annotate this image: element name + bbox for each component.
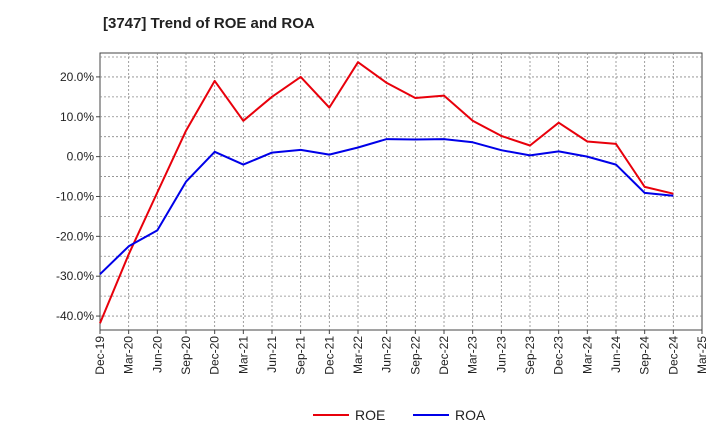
grid-layer <box>100 53 702 330</box>
x-tick-label: Sep-23 <box>523 336 537 375</box>
legend: ROE ROA <box>313 407 486 423</box>
x-axis: Dec-19 Mar-20 Jun-20 Sep-20 Dec-20 Mar-21 Jun-… <box>93 330 709 375</box>
x-tick-label: Sep-21 <box>294 336 308 375</box>
y-tick-label: -20.0% <box>56 229 94 243</box>
x-tick-label: Jun-24 <box>609 336 623 373</box>
x-tick-label: Mar-20 <box>122 336 136 374</box>
x-tick-label: Dec-19 <box>93 336 107 375</box>
x-tick-label: Dec-23 <box>552 336 566 375</box>
x-tick-label: Dec-24 <box>666 336 680 375</box>
x-tick-label: Dec-22 <box>437 336 451 375</box>
plot-area <box>99 52 703 331</box>
chart-title: [3747] Trend of ROE and ROA <box>103 15 315 32</box>
x-tick-label: Mar-24 <box>580 336 594 374</box>
y-tick-label: 0.0% <box>67 150 95 164</box>
x-tick-label: Jun-20 <box>150 336 164 373</box>
x-tick-label: Jun-21 <box>265 336 279 373</box>
series-layer <box>99 61 674 324</box>
x-tick-label: Sep-24 <box>638 336 652 375</box>
y-axis: 20.0% 10.0% 0.0% -10.0% -20.0% -30.0% -40.0% <box>56 70 100 323</box>
y-tick-label: 20.0% <box>60 70 94 84</box>
y-tick-label: -30.0% <box>56 269 94 283</box>
series-line-roe <box>99 61 674 324</box>
y-tick-label: 10.0% <box>60 110 94 124</box>
y-tick-label: -40.0% <box>56 309 94 323</box>
series-line-roa <box>99 138 674 275</box>
x-tick-label: Mar-22 <box>351 336 365 374</box>
x-tick-label: Mar-25 <box>695 336 709 374</box>
x-tick-label: Dec-20 <box>208 336 222 375</box>
x-tick-label: Dec-21 <box>322 336 336 375</box>
x-tick-label: Jun-22 <box>380 336 394 373</box>
x-tick-label: Sep-20 <box>179 336 193 375</box>
legend-label-roe: ROE <box>355 407 385 423</box>
x-tick-label: Sep-22 <box>408 336 422 375</box>
x-tick-label: Mar-21 <box>236 336 250 374</box>
x-tick-label: Jun-23 <box>494 336 508 373</box>
y-tick-label: -10.0% <box>56 189 94 203</box>
x-tick-label: Mar-23 <box>466 336 480 374</box>
legend-label-roa: ROA <box>455 407 486 423</box>
